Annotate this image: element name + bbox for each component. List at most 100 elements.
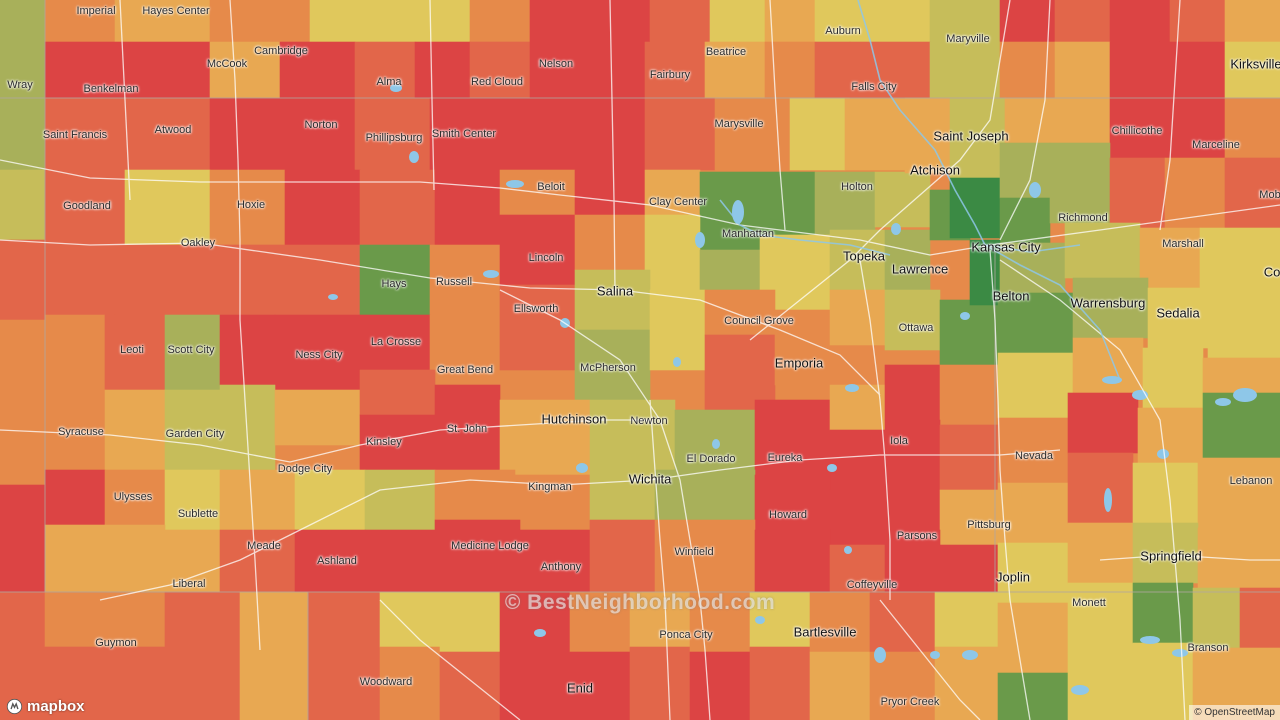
region-cell xyxy=(1137,407,1204,464)
region-cell xyxy=(0,484,46,593)
lake xyxy=(576,463,588,473)
region-cell xyxy=(164,314,221,391)
osm-attribution[interactable]: © OpenStreetMap xyxy=(1189,705,1280,720)
region-cell xyxy=(809,651,871,720)
region-cell xyxy=(44,646,166,720)
region-cell xyxy=(929,0,1001,43)
highway xyxy=(0,419,650,463)
region-cell xyxy=(114,244,196,316)
region-cell xyxy=(44,389,106,471)
region-cell xyxy=(999,242,1066,294)
region-cell xyxy=(1164,157,1226,239)
region-cell xyxy=(164,389,221,471)
highway xyxy=(999,259,1186,720)
region-cell xyxy=(849,41,931,99)
region-cell xyxy=(1054,97,1111,144)
region-cell xyxy=(709,0,766,43)
region-cell xyxy=(1067,392,1139,454)
region-cell xyxy=(209,41,281,99)
lake xyxy=(1172,649,1188,657)
region-cell xyxy=(164,529,221,593)
region-cell xyxy=(1202,357,1280,394)
region-cell xyxy=(654,469,756,521)
region-cell xyxy=(869,651,936,720)
lake xyxy=(891,223,901,235)
region-cell xyxy=(104,389,166,471)
region-cell xyxy=(44,314,106,391)
region-cell xyxy=(574,169,646,216)
region-cell xyxy=(164,591,241,720)
region-cell xyxy=(379,591,441,648)
region-cell xyxy=(997,672,1069,720)
lake xyxy=(483,270,499,278)
region-cell xyxy=(307,591,381,720)
region-cell xyxy=(279,97,356,171)
lake xyxy=(409,151,419,163)
region-cell xyxy=(0,319,46,486)
highway xyxy=(429,0,435,191)
region-cell xyxy=(939,299,999,366)
region-cell xyxy=(124,169,211,246)
region-cell xyxy=(829,384,886,431)
region-cell xyxy=(1132,582,1194,644)
region-cell xyxy=(1072,277,1149,339)
region-cell xyxy=(1224,41,1280,99)
site-watermark: © BestNeighborhood.com xyxy=(504,591,776,614)
region-cell xyxy=(499,591,571,653)
region-cell xyxy=(1139,227,1201,289)
region-cell xyxy=(499,97,576,171)
region-cell xyxy=(0,97,46,171)
region-cell xyxy=(294,469,366,531)
region-cell xyxy=(844,97,906,171)
highway xyxy=(649,399,671,720)
region-cell xyxy=(1147,287,1209,349)
region-cell xyxy=(574,97,646,171)
highway xyxy=(1159,0,1181,231)
highway xyxy=(379,599,521,720)
region-cell xyxy=(997,352,1074,419)
region-cell xyxy=(1064,222,1141,279)
region-cell xyxy=(1224,0,1280,43)
highway xyxy=(99,449,1061,601)
region-cell xyxy=(1224,97,1280,159)
mapbox-text: mapbox xyxy=(27,698,85,715)
region-cell xyxy=(574,269,651,331)
region-cell xyxy=(814,0,866,43)
lake xyxy=(930,651,940,659)
region-cell xyxy=(274,389,361,446)
region-cell xyxy=(279,41,356,99)
region-cell xyxy=(439,591,501,653)
region-cell xyxy=(1067,582,1134,654)
region-cell xyxy=(1192,587,1241,649)
region-cell xyxy=(689,651,751,720)
region-cell xyxy=(219,469,296,531)
region-cell xyxy=(884,419,941,531)
region-cell xyxy=(429,314,501,371)
lake xyxy=(1071,685,1089,695)
region-cell xyxy=(939,489,999,546)
region-cell xyxy=(219,314,276,386)
region-cell xyxy=(644,41,706,99)
region-cell xyxy=(574,214,646,271)
region-cell xyxy=(869,591,936,653)
region-cell xyxy=(939,424,999,491)
region-cell xyxy=(1224,157,1280,229)
region-cell xyxy=(949,97,1006,179)
lake xyxy=(845,384,859,392)
lake xyxy=(673,357,681,367)
region-cell xyxy=(359,244,431,316)
region-cell xyxy=(1072,337,1144,394)
region-cell xyxy=(1004,97,1056,144)
region-cell xyxy=(0,169,46,241)
mapbox-logo[interactable]: mapbox xyxy=(6,698,85,715)
region-cell xyxy=(1049,142,1111,224)
region-cell xyxy=(164,469,221,531)
region-cell xyxy=(434,169,501,246)
region-cell xyxy=(939,544,999,593)
region-cell xyxy=(874,171,931,228)
region-cell xyxy=(764,0,816,43)
region-cell xyxy=(364,469,436,531)
